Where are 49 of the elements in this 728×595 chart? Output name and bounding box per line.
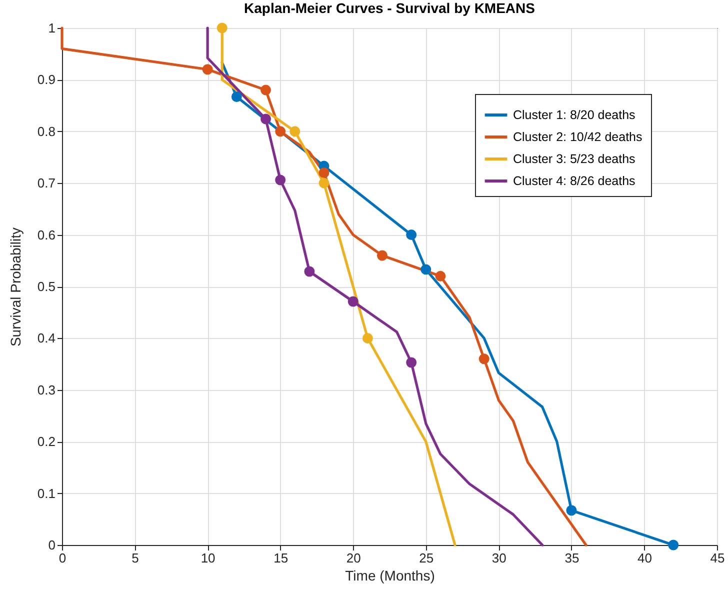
x-tick-label: 25 xyxy=(419,550,434,566)
y-tick-label: 0.8 xyxy=(37,124,56,139)
point xyxy=(275,174,286,186)
chart-title: Kaplan-Meier Curves - Survival by KMEANS xyxy=(244,0,535,16)
y-tick-label: 0.2 xyxy=(37,434,56,450)
point xyxy=(406,230,417,240)
point xyxy=(290,126,300,137)
y-tick-label: 0.7 xyxy=(37,176,56,191)
point xyxy=(260,114,272,124)
point xyxy=(260,84,272,96)
x-tick-label: 30 xyxy=(492,550,506,566)
point xyxy=(216,22,228,34)
point xyxy=(362,332,373,344)
x-tick-label: 45 xyxy=(710,550,725,566)
x-tick-label: 0 xyxy=(58,550,66,566)
x-tick-label: 40 xyxy=(637,550,652,566)
point xyxy=(668,540,679,550)
point xyxy=(231,92,242,102)
x-tick-label: 5 xyxy=(132,550,139,566)
point xyxy=(275,126,286,137)
y-tick-label: 0.4 xyxy=(37,330,56,346)
point xyxy=(202,64,213,75)
x-tick-label: 35 xyxy=(564,550,580,566)
point xyxy=(406,357,417,368)
point xyxy=(376,250,388,261)
y-tick-label: 1 xyxy=(48,20,56,36)
point xyxy=(318,178,330,188)
x-tick-label: 20 xyxy=(346,550,361,566)
legend-label: Cluster 3: 5/23 deaths xyxy=(513,152,636,166)
point xyxy=(304,266,315,277)
point xyxy=(348,296,358,307)
point xyxy=(435,270,446,282)
y-tick-label: 0.5 xyxy=(37,279,56,294)
y-tick-label: 0.1 xyxy=(37,486,56,501)
x-tick-label: 15 xyxy=(274,550,288,566)
y-tick-label: 0.3 xyxy=(37,382,56,398)
legend-label: Cluster 1: 8/20 deaths xyxy=(513,108,636,122)
x-axis-title: Time (Months) xyxy=(345,568,435,584)
y-tick-label: 0.6 xyxy=(37,227,56,242)
x-tick-label: 10 xyxy=(200,550,216,566)
point xyxy=(566,505,577,516)
point xyxy=(318,168,330,178)
legend-label: Cluster 2: 10/42 deaths xyxy=(513,130,642,144)
y-tick-label: 0.9 xyxy=(37,72,56,88)
legend-label: Cluster 4: 8/26 deaths xyxy=(513,174,636,188)
point xyxy=(478,354,490,364)
point xyxy=(420,264,432,275)
y-tick-label: 0 xyxy=(48,538,56,552)
y-axis-title: Survival Probability xyxy=(7,227,24,347)
